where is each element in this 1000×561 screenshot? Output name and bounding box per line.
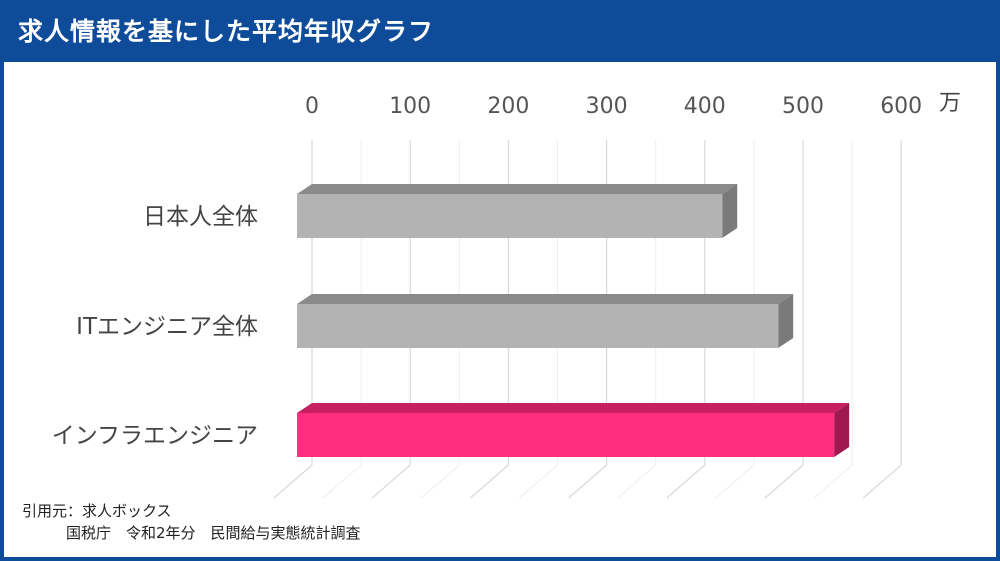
x-tick-label: 200 <box>487 94 529 119</box>
category-label: 日本人全体 <box>143 204 258 230</box>
floor-minor-gridline <box>617 464 657 499</box>
x-tick-label: 0 <box>305 94 319 119</box>
x-tick-label: 600 <box>880 94 922 119</box>
x-unit-label: 万 <box>939 91 961 116</box>
x-tick-label: 100 <box>389 94 431 119</box>
x-tick-label: 500 <box>782 94 824 119</box>
bar <box>297 304 779 348</box>
floor-gridline <box>666 464 706 499</box>
bar <box>297 194 723 238</box>
bar <box>297 413 835 457</box>
bar-side <box>722 184 738 238</box>
source-line-1: 引用元：求人ボックス <box>22 502 172 520</box>
floor-gridline <box>371 464 411 499</box>
bar-top <box>297 184 738 194</box>
category-label: インフラエンジニア <box>52 423 258 449</box>
bar-top <box>297 403 850 413</box>
x-tick-label: 300 <box>586 94 628 119</box>
floor-gridline <box>764 464 804 499</box>
bar-side <box>834 403 850 457</box>
floor-minor-gridline <box>519 464 558 499</box>
chart-title: 求人情報を基にした平均年収グラフ <box>18 17 435 46</box>
floor-minor-gridline <box>813 464 853 499</box>
header-bar: 求人情報を基にした平均年収グラフ <box>0 0 1000 62</box>
floor-gridline <box>470 464 509 499</box>
floor-gridline <box>273 464 313 499</box>
floor-gridline <box>568 464 607 499</box>
x-tick-label: 400 <box>684 94 726 119</box>
floor-minor-gridline <box>322 464 362 499</box>
category-label: ITエンジニア全体 <box>76 314 258 340</box>
bar-top <box>297 294 794 304</box>
source-line-2: 国税庁 令和2年分 民間給与実態統計調査 <box>66 524 361 542</box>
floor-minor-gridline <box>715 464 755 499</box>
floor-gridline <box>862 464 902 499</box>
bar-side <box>778 294 794 348</box>
floor-minor-gridline <box>420 464 460 499</box>
source-note: 引用元：求人ボックス 国税庁 令和2年分 民間給与実態統計調査 <box>22 500 361 544</box>
